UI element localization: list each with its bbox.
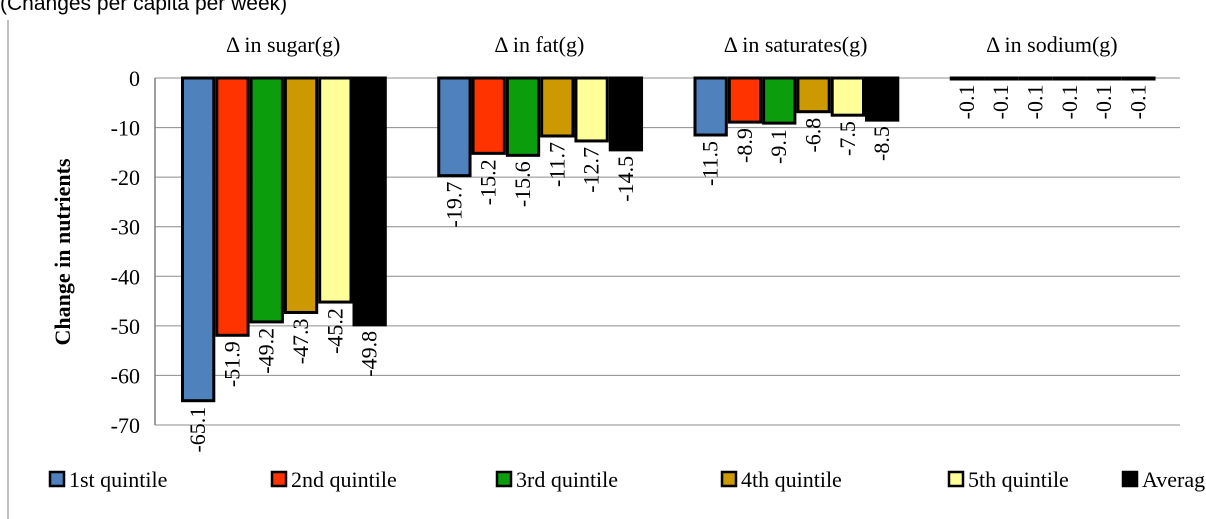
- bar: [830, 76, 866, 117]
- category-label: Δ in fat(g): [494, 32, 584, 57]
- bar: [283, 76, 319, 314]
- data-label: -19.7: [441, 182, 466, 228]
- bar: [352, 76, 387, 327]
- y-tick-label: 0: [129, 66, 140, 91]
- data-label: -6.8: [801, 118, 826, 153]
- bar: [727, 76, 763, 124]
- bar: [215, 76, 250, 337]
- legend-label: Average: [1142, 467, 1206, 492]
- y-axis-label: Change in nutrients: [50, 158, 75, 345]
- data-label: -7.5: [835, 121, 860, 156]
- bar: [949, 76, 985, 81]
- data-label: -0.1: [988, 84, 1013, 119]
- y-tick-labels: 0 -10 -20 -30 -40 -50 -60 -70: [111, 66, 140, 438]
- chart-caption: (Changes per capita per week): [0, 0, 288, 15]
- bar: [574, 76, 609, 143]
- bar: [437, 76, 472, 178]
- data-label: -9.1: [766, 129, 791, 164]
- data-label: -12.7: [579, 147, 604, 193]
- legend-label: 5th quintile: [968, 467, 1069, 492]
- data-label: -65.1: [185, 407, 210, 453]
- bar: [865, 76, 900, 122]
- bar: [1086, 76, 1122, 81]
- data-label: -51.9: [219, 341, 244, 387]
- y-tick-label: -50: [111, 314, 140, 339]
- data-label: -45.2: [322, 308, 347, 354]
- legend-swatch: [1121, 470, 1139, 488]
- bar: [693, 76, 728, 137]
- bars: [181, 76, 1156, 403]
- bar: [796, 76, 831, 114]
- data-label: -0.1: [1091, 84, 1116, 119]
- legend-swatch: [270, 470, 288, 488]
- bar: [505, 76, 541, 157]
- bar: [181, 76, 216, 403]
- y-tick-label: -20: [111, 165, 140, 190]
- bar: [1052, 76, 1087, 81]
- bar: [762, 76, 797, 125]
- data-label: -0.1: [1023, 84, 1048, 119]
- legend-swatch: [720, 470, 738, 488]
- bar: [1121, 76, 1156, 81]
- bar: [249, 76, 284, 324]
- data-label: -14.5: [613, 156, 638, 202]
- data-label: -11.7: [544, 142, 569, 187]
- bar: [984, 76, 1019, 81]
- data-label: -15.2: [476, 159, 501, 205]
- legend-label: 1st quintile: [69, 467, 167, 492]
- data-label: -49.8: [357, 331, 382, 377]
- data-label: -8.9: [732, 128, 757, 163]
- gridlines: [155, 77, 1180, 426]
- data-label: -11.5: [698, 141, 723, 186]
- data-label: -49.2: [254, 328, 279, 374]
- data-label: -0.1: [1057, 84, 1082, 119]
- y-tick-label: -40: [111, 264, 140, 289]
- data-label: -15.6: [510, 161, 535, 207]
- category-label: Δ in sodium(g): [986, 32, 1117, 57]
- data-labels: -65.1 -51.9 -49.2 -47.3 -45.2 -49.8 -19.7 -15.2…: [185, 84, 1150, 452]
- legend-swatch: [947, 470, 965, 488]
- y-tick-label: -70: [111, 413, 140, 438]
- legend: 1st quintile 2nd quintile 3rd quintile 4th …: [48, 467, 1206, 492]
- data-label: -8.5: [869, 126, 894, 161]
- y-tick-label: -30: [111, 215, 140, 240]
- category-label: Δ in sugar(g): [226, 32, 340, 57]
- bar: [1018, 76, 1053, 81]
- category-labels: Δ in sugar(g) Δ in fat(g) Δ in saturates(g…: [226, 32, 1118, 57]
- bar: [471, 76, 506, 155]
- legend-swatch: [495, 470, 513, 488]
- category-label: Δ in saturates(g): [724, 32, 868, 57]
- y-tick-label: -60: [111, 363, 140, 388]
- legend-label: 3rd quintile: [516, 467, 618, 492]
- data-label: -47.3: [288, 318, 313, 364]
- bar: [318, 76, 353, 304]
- y-tick-label: -10: [111, 116, 140, 141]
- legend-label: 4th quintile: [741, 467, 842, 492]
- bar: [540, 76, 575, 138]
- bar: [608, 76, 644, 152]
- data-label: -0.1: [954, 84, 979, 119]
- data-label: -0.1: [1125, 84, 1150, 119]
- legend-label: 2nd quintile: [291, 467, 397, 492]
- legend-swatch: [48, 470, 66, 488]
